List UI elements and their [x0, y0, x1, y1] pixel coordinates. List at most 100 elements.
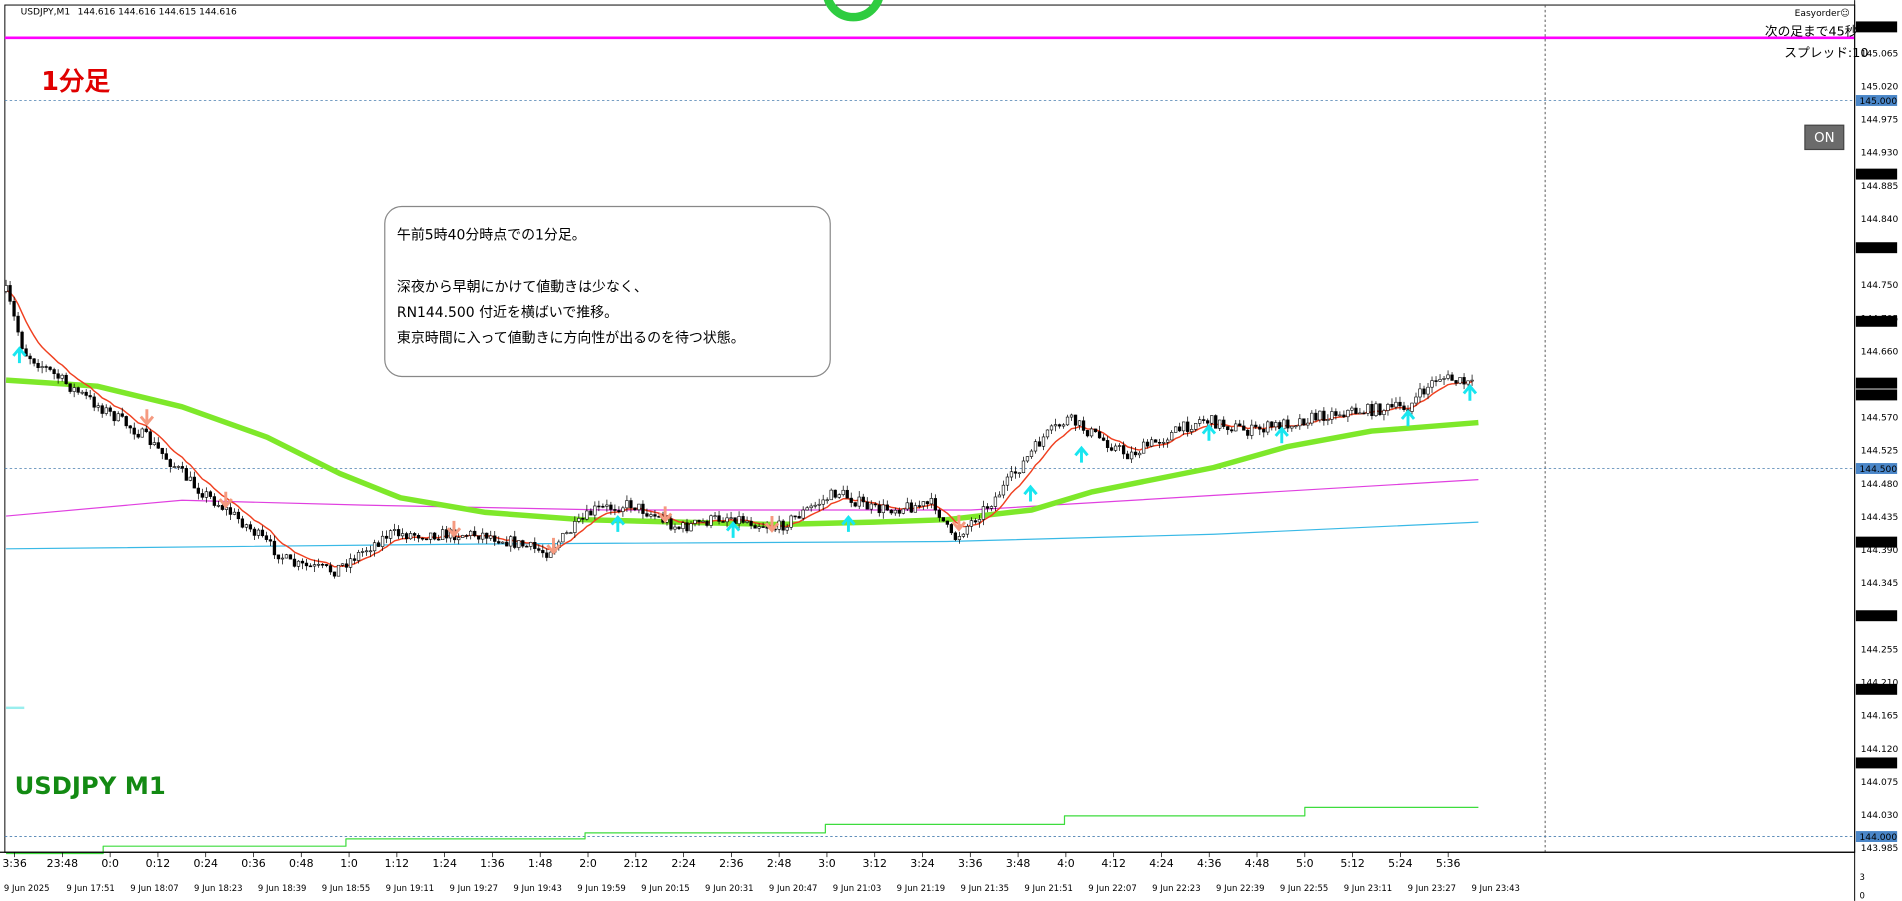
candle-body	[985, 506, 990, 509]
candle-body	[52, 369, 56, 375]
candle-body	[1330, 411, 1334, 420]
candle-body	[1286, 419, 1290, 429]
price-label: 144.750	[1861, 281, 1899, 291]
price-label: 144.975	[1861, 116, 1899, 126]
candle-body	[136, 433, 140, 438]
price-label: 144.075	[1861, 778, 1899, 788]
candle-body	[1234, 423, 1238, 432]
date-label: 9 Jun 22:39	[1216, 884, 1265, 894]
date-label: 9 Jun 20:31	[705, 884, 754, 894]
spread: スプレッド:10	[1784, 46, 1868, 61]
candle-body	[1222, 419, 1226, 427]
sell-arrow	[764, 516, 780, 533]
candle-body	[897, 509, 901, 514]
candle-body	[469, 530, 473, 536]
timeframe-label: 1分足	[41, 67, 110, 97]
price-label: 144.885	[1861, 182, 1899, 192]
candle-body	[517, 540, 521, 548]
candle-body	[388, 530, 393, 539]
time-label: 4:48	[1245, 857, 1270, 870]
candle-body	[949, 524, 954, 534]
candle-body	[128, 425, 132, 429]
candle-body	[312, 564, 317, 567]
candle-body	[653, 514, 657, 517]
candle-body	[244, 524, 249, 528]
watermark: USDJPY M1	[15, 771, 166, 800]
candle-body	[1149, 439, 1154, 447]
candle-body	[961, 533, 966, 537]
candle-body	[392, 529, 397, 531]
price-label: 144.800	[1860, 244, 1898, 254]
candle-body	[1422, 388, 1426, 395]
time-label: 2:36	[719, 857, 744, 870]
candle-body	[761, 526, 765, 528]
candle-body	[857, 496, 861, 507]
candle-body	[645, 513, 649, 517]
candle-body	[108, 407, 112, 412]
on-button[interactable]	[1804, 124, 1845, 151]
candle-body	[76, 387, 80, 393]
candle-body	[1129, 451, 1134, 460]
candle-body	[649, 514, 653, 517]
price-label: 144.345	[1861, 579, 1899, 589]
candle-body	[272, 540, 277, 556]
date-label: 9 Jun 19:43	[513, 884, 561, 894]
time-label: 3:48	[1006, 857, 1031, 870]
candle-body	[581, 518, 585, 520]
candle-body	[521, 540, 525, 547]
sub-label: 0	[1860, 891, 1865, 901]
quote: 144.616 144.616 144.615 144.616	[78, 8, 237, 18]
candle-body	[80, 391, 84, 394]
price-box	[1855, 242, 1898, 254]
date-label: 9 Jun 21:51	[1024, 884, 1073, 894]
candle-body	[1121, 445, 1126, 455]
candle-body	[288, 554, 293, 560]
candle-body	[809, 505, 813, 509]
candle-body	[116, 413, 120, 422]
candle-body	[284, 554, 289, 559]
price-label: 144.100	[1860, 760, 1898, 770]
candle-body	[637, 503, 641, 511]
candle-body	[160, 447, 164, 454]
candle-body	[589, 510, 593, 516]
candle-body	[1069, 414, 1074, 418]
candle-body	[252, 528, 257, 536]
candle-body	[412, 533, 417, 536]
candle-body	[1342, 414, 1346, 418]
candle-body	[537, 548, 541, 551]
candle-body	[1390, 404, 1394, 408]
price-label: 144.400	[1860, 539, 1898, 549]
candle-body	[356, 552, 361, 561]
candle-body	[621, 507, 625, 512]
note-box	[384, 205, 831, 378]
price-label: 144.480	[1861, 480, 1899, 490]
time-label: 1:0	[340, 857, 358, 870]
candle-body	[280, 557, 285, 560]
price-label: 144.255	[1861, 645, 1899, 655]
candle-body	[865, 501, 869, 510]
on-button-label[interactable]: ON	[1814, 131, 1835, 146]
candle-body	[797, 516, 801, 519]
time-label: 4:36	[1197, 857, 1222, 870]
candle-body	[909, 502, 913, 513]
candle-body	[577, 518, 581, 522]
candle-body	[1318, 410, 1322, 421]
candle-body	[473, 530, 477, 537]
step-line	[6, 806, 1479, 855]
candle-body	[368, 550, 373, 553]
price-label: 144.616	[1860, 380, 1898, 390]
candle-body	[1394, 401, 1398, 408]
candle-body	[1434, 380, 1438, 382]
candle-body	[561, 533, 565, 543]
candle-body	[192, 476, 196, 489]
candle-body	[677, 526, 681, 529]
signals	[12, 346, 1478, 555]
candle-body	[1125, 453, 1130, 460]
candle-body	[1202, 419, 1206, 421]
candle-body	[344, 563, 349, 568]
candle-body	[372, 542, 377, 552]
candle-body	[465, 535, 469, 537]
candle-body	[316, 563, 321, 566]
